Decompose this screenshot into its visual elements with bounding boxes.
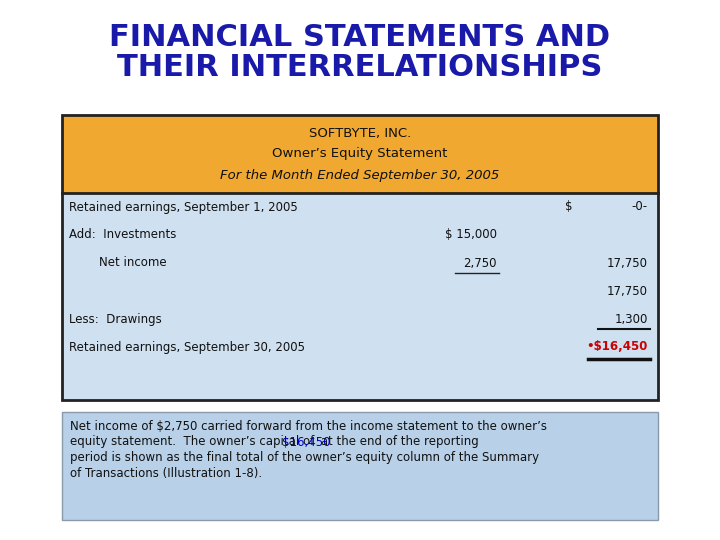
Text: equity statement.  The owner’s capital of: equity statement. The owner’s capital of (70, 435, 318, 449)
Text: Net income: Net income (69, 256, 166, 269)
Text: period is shown as the final total of the owner’s equity column of the Summary: period is shown as the final total of th… (70, 451, 539, 464)
Text: Retained earnings, September 1, 2005: Retained earnings, September 1, 2005 (69, 200, 298, 213)
Text: Net income of $2,750 carried forward from the income statement to the owner’s: Net income of $2,750 carried forward fro… (70, 420, 547, 433)
Text: 17,750: 17,750 (607, 256, 648, 269)
Text: Add:  Investments: Add: Investments (69, 228, 176, 241)
Text: 1,300: 1,300 (615, 313, 648, 326)
Text: -0-: -0- (632, 200, 648, 213)
Text: •$16,450: •$16,450 (587, 341, 648, 354)
Text: Owner’s Equity Statement: Owner’s Equity Statement (272, 146, 448, 159)
Text: of Transactions (Illustration 1-8).: of Transactions (Illustration 1-8). (70, 468, 262, 481)
Text: 17,750: 17,750 (607, 285, 648, 298)
Bar (62, 412, 658, 520)
Text: 2,750: 2,750 (464, 256, 497, 269)
Bar (62, 115, 658, 193)
Text: FINANCIAL STATEMENTS AND: FINANCIAL STATEMENTS AND (109, 23, 611, 51)
Text: $ 15,000: $ 15,000 (445, 228, 497, 241)
Text: $16,450: $16,450 (282, 435, 330, 449)
Text: THEIR INTERRELATIONSHIPS: THEIR INTERRELATIONSHIPS (117, 53, 603, 83)
Text: Retained earnings, September 30, 2005: Retained earnings, September 30, 2005 (69, 341, 305, 354)
Bar (62, 115, 658, 400)
Text: $: $ (564, 200, 572, 213)
Bar (62, 193, 658, 400)
Text: SOFTBYTE, INC.: SOFTBYTE, INC. (309, 126, 411, 139)
Text: For the Month Ended September 30, 2005: For the Month Ended September 30, 2005 (220, 168, 500, 181)
Text: Less:  Drawings: Less: Drawings (69, 313, 162, 326)
Text: at the end of the reporting: at the end of the reporting (318, 435, 480, 449)
